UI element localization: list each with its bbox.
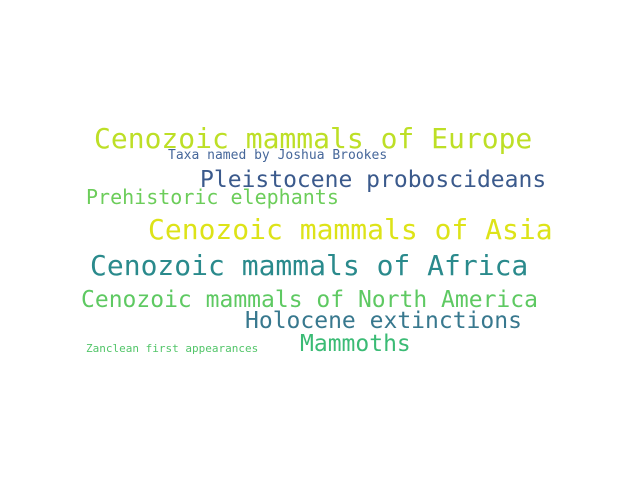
word-zanclean-first-appearances: Zanclean first appearances (86, 342, 259, 355)
word-holocene-extinctions: Holocene extinctions (245, 308, 522, 334)
word-mammoths: Mammoths (300, 331, 411, 357)
word-cenozoic-mammals-of-europe: Cenozoic mammals of Europe (94, 122, 533, 155)
word-prehistoric-elephants: Prehistoric elephants (86, 185, 339, 209)
word-pleistocene-proboscideans: Pleistocene proboscideans (200, 167, 547, 193)
word-cenozoic-mammals-of-north-america: Cenozoic mammals of North America (81, 287, 538, 313)
word-taxa-named-by-joshua-brookes: Taxa named by Joshua Brookes (168, 148, 388, 163)
word-cenozoic-mammals-of-asia: Cenozoic mammals of Asia (148, 213, 553, 246)
word-cenozoic-mammals-of-africa: Cenozoic mammals of Africa (90, 249, 529, 282)
